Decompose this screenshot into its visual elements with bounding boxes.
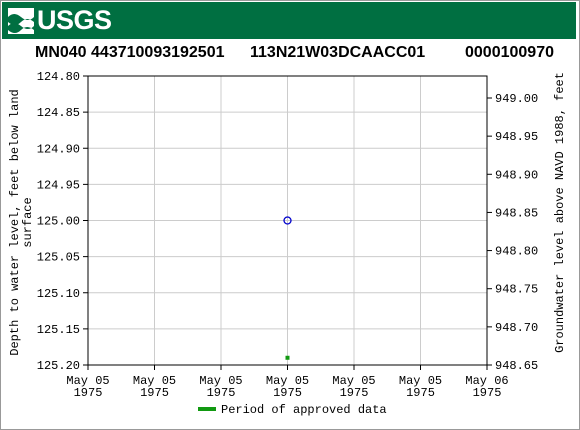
y-tick-label-left: 125.00 [37,215,80,229]
y-tick-label-left: 125.15 [37,323,80,337]
y-tick-label-right: 948.85 [495,206,538,220]
x-tick-label-year: 1975 [406,386,435,400]
approved-period-mark [285,355,290,360]
x-tick-label-year: 1975 [340,386,369,400]
x-tick-label-year: 1975 [273,386,302,400]
usgs-logo-text: USGS [37,5,112,35]
x-tick-label-year: 1975 [473,386,502,400]
y-tick-label-left: 125.10 [37,287,80,301]
y-tick-label-left: 125.20 [37,359,80,373]
usgs-logo[interactable]: USGS [8,4,112,37]
y-tick-label-right: 948.75 [495,283,538,297]
y-tick-label-left: 124.90 [37,142,80,156]
y-axis-right: 949.00 948.95 948.90 948.85 948.80 948.75 948.… [487,92,538,373]
site-code: 113N21W03DCAACC01 [250,44,426,61]
x-tick-label-date: May 05 [332,374,375,388]
x-tick-label-date: May 05 [199,374,242,388]
x-tick-label-date: May 05 [399,374,442,388]
x-tick-label-date: May 05 [133,374,176,388]
grid-lines [87,75,488,366]
x-tick-label-year: 1975 [74,386,103,400]
y-tick-label-right: 949.00 [495,92,538,106]
y-tick-label-left: 125.05 [37,251,80,265]
y-tick-label-right: 948.65 [495,359,538,373]
x-tick-label-date: May 05 [266,374,309,388]
x-tick-label-date: May 05 [66,374,109,388]
y-tick-label-right: 948.80 [495,245,538,259]
x-tick-label-date: May 06 [465,374,508,388]
y-axis-left-label: Depth to water level, feet below landsur… [8,89,35,355]
y-tick-label-right: 948.70 [495,321,538,335]
y-tick-label-right: 948.90 [495,168,538,182]
legend-label: Period of approved data [221,403,387,417]
y-axis-left: 124.80 124.85 124.90 124.95 125.00 125.05 125.… [37,70,88,373]
data-point [283,216,292,225]
y-tick-label-left: 124.80 [37,70,80,84]
y-tick-label-right: 948.95 [495,130,538,144]
data-marks [283,216,292,360]
usgs-banner: USGS [2,2,576,39]
y-tick-label-left: 124.85 [37,106,80,120]
x-tick-label-year: 1975 [140,386,169,400]
x-tick-label-year: 1975 [207,386,236,400]
y-axis-right-label: Groundwater level above NAVD 1988, feet [553,72,567,353]
legend: Period of approved data [198,403,387,417]
site-id: 0000100970 [465,44,554,61]
site-number: MN040 443710093192501 [35,44,225,61]
usgs-wave-icon [8,7,34,34]
y-tick-label-left: 124.95 [37,178,80,192]
legend-swatch [198,407,216,411]
